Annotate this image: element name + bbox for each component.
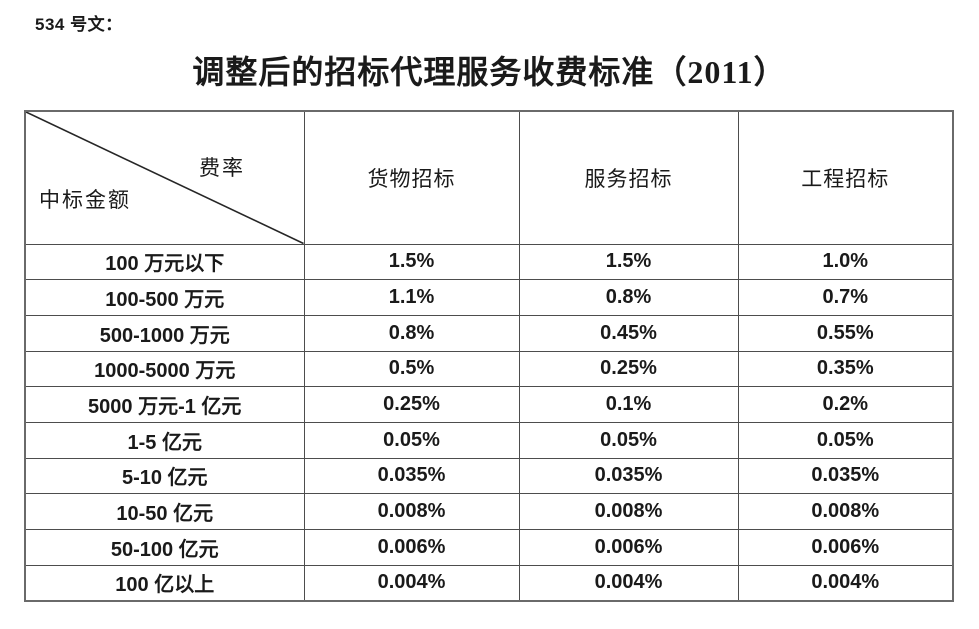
table-row: 10-50 亿元 0.008% 0.008% 0.008% — [24, 493, 954, 530]
engineering-rate-cell: 0.7% — [737, 279, 954, 316]
engineering-rate-cell: 0.006% — [737, 529, 954, 566]
table-row: 1-5 亿元 0.05% 0.05% 0.05% — [24, 421, 954, 459]
engineering-rate-cell: 0.004% — [737, 564, 954, 602]
engineering-rate-cell: 0.35% — [737, 350, 954, 388]
goods-rate-cell: 0.004% — [303, 564, 520, 602]
table-row: 1000-5000 万元 0.5% 0.25% 0.35% — [24, 350, 954, 388]
service-rate-cell: 0.25% — [518, 350, 739, 388]
column-header-engineering: 工程招标 — [737, 110, 954, 245]
goods-rate-cell: 0.05% — [303, 421, 520, 459]
service-rate-cell: 0.004% — [518, 564, 739, 602]
table-row: 5-10 亿元 0.035% 0.035% 0.035% — [24, 457, 954, 495]
engineering-rate-cell: 0.2% — [737, 386, 954, 423]
service-rate-cell: 0.05% — [518, 421, 739, 459]
table-row: 100-500 万元 1.1% 0.8% 0.7% — [24, 279, 954, 316]
goods-rate-cell: 0.008% — [303, 493, 520, 530]
service-rate-cell: 0.006% — [518, 529, 739, 566]
amount-range-cell: 10-50 亿元 — [24, 493, 305, 530]
doc-number-label: 534 号文： — [35, 15, 123, 34]
amount-range-cell: 100 亿以上 — [24, 564, 305, 602]
corner-label-amount: 中标金额 — [39, 188, 131, 212]
service-rate-cell: 0.035% — [518, 457, 739, 495]
amount-range-cell: 5000 万元-1 亿元 — [24, 386, 305, 423]
column-header-goods: 货物招标 — [303, 110, 520, 245]
table-header-row: 费率 中标金额 货物招标 服务招标 工程招标 — [24, 110, 954, 245]
engineering-rate-cell: 0.035% — [737, 457, 954, 495]
amount-range-cell: 500-1000 万元 — [24, 314, 305, 352]
diagonal-header-cell: 费率 中标金额 — [24, 110, 305, 245]
table-row: 100 亿以上 0.004% 0.004% 0.004% — [24, 564, 954, 602]
service-rate-cell: 1.5% — [518, 243, 739, 281]
goods-rate-cell: 1.5% — [303, 243, 520, 281]
page-title: 调整后的招标代理服务收费标准（2011） — [192, 54, 787, 90]
service-rate-cell: 0.1% — [518, 386, 739, 423]
table-row: 500-1000 万元 0.8% 0.45% 0.55% — [24, 314, 954, 352]
goods-rate-cell: 0.035% — [303, 457, 520, 495]
diagonal-divider-line — [26, 112, 304, 244]
amount-range-cell: 1000-5000 万元 — [24, 350, 305, 388]
amount-range-cell: 100-500 万元 — [24, 279, 305, 316]
goods-rate-cell: 0.006% — [303, 529, 520, 566]
table-row: 100 万元以下 1.5% 1.5% 1.0% — [24, 243, 954, 281]
fee-rate-table: 费率 中标金额 货物招标 服务招标 工程招标 100 万元以下 1.5% 1.5… — [24, 110, 954, 602]
goods-rate-cell: 0.5% — [303, 350, 520, 388]
engineering-rate-cell: 0.008% — [737, 493, 954, 530]
engineering-rate-cell: 1.0% — [737, 243, 954, 281]
amount-range-cell: 5-10 亿元 — [24, 457, 305, 495]
amount-range-cell: 1-5 亿元 — [24, 421, 305, 459]
column-header-service: 服务招标 — [518, 110, 739, 245]
table-row: 5000 万元-1 亿元 0.25% 0.1% 0.2% — [24, 386, 954, 423]
service-rate-cell: 0.008% — [518, 493, 739, 530]
service-rate-cell: 0.45% — [518, 314, 739, 352]
table-row: 50-100 亿元 0.006% 0.006% 0.006% — [24, 529, 954, 566]
goods-rate-cell: 0.8% — [303, 314, 520, 352]
goods-rate-cell: 1.1% — [303, 279, 520, 316]
engineering-rate-cell: 0.55% — [737, 314, 954, 352]
amount-range-cell: 100 万元以下 — [24, 243, 305, 281]
goods-rate-cell: 0.25% — [303, 386, 520, 423]
amount-range-cell: 50-100 亿元 — [24, 529, 305, 566]
corner-label-rate: 费率 — [199, 156, 245, 180]
engineering-rate-cell: 0.05% — [737, 421, 954, 459]
service-rate-cell: 0.8% — [518, 279, 739, 316]
